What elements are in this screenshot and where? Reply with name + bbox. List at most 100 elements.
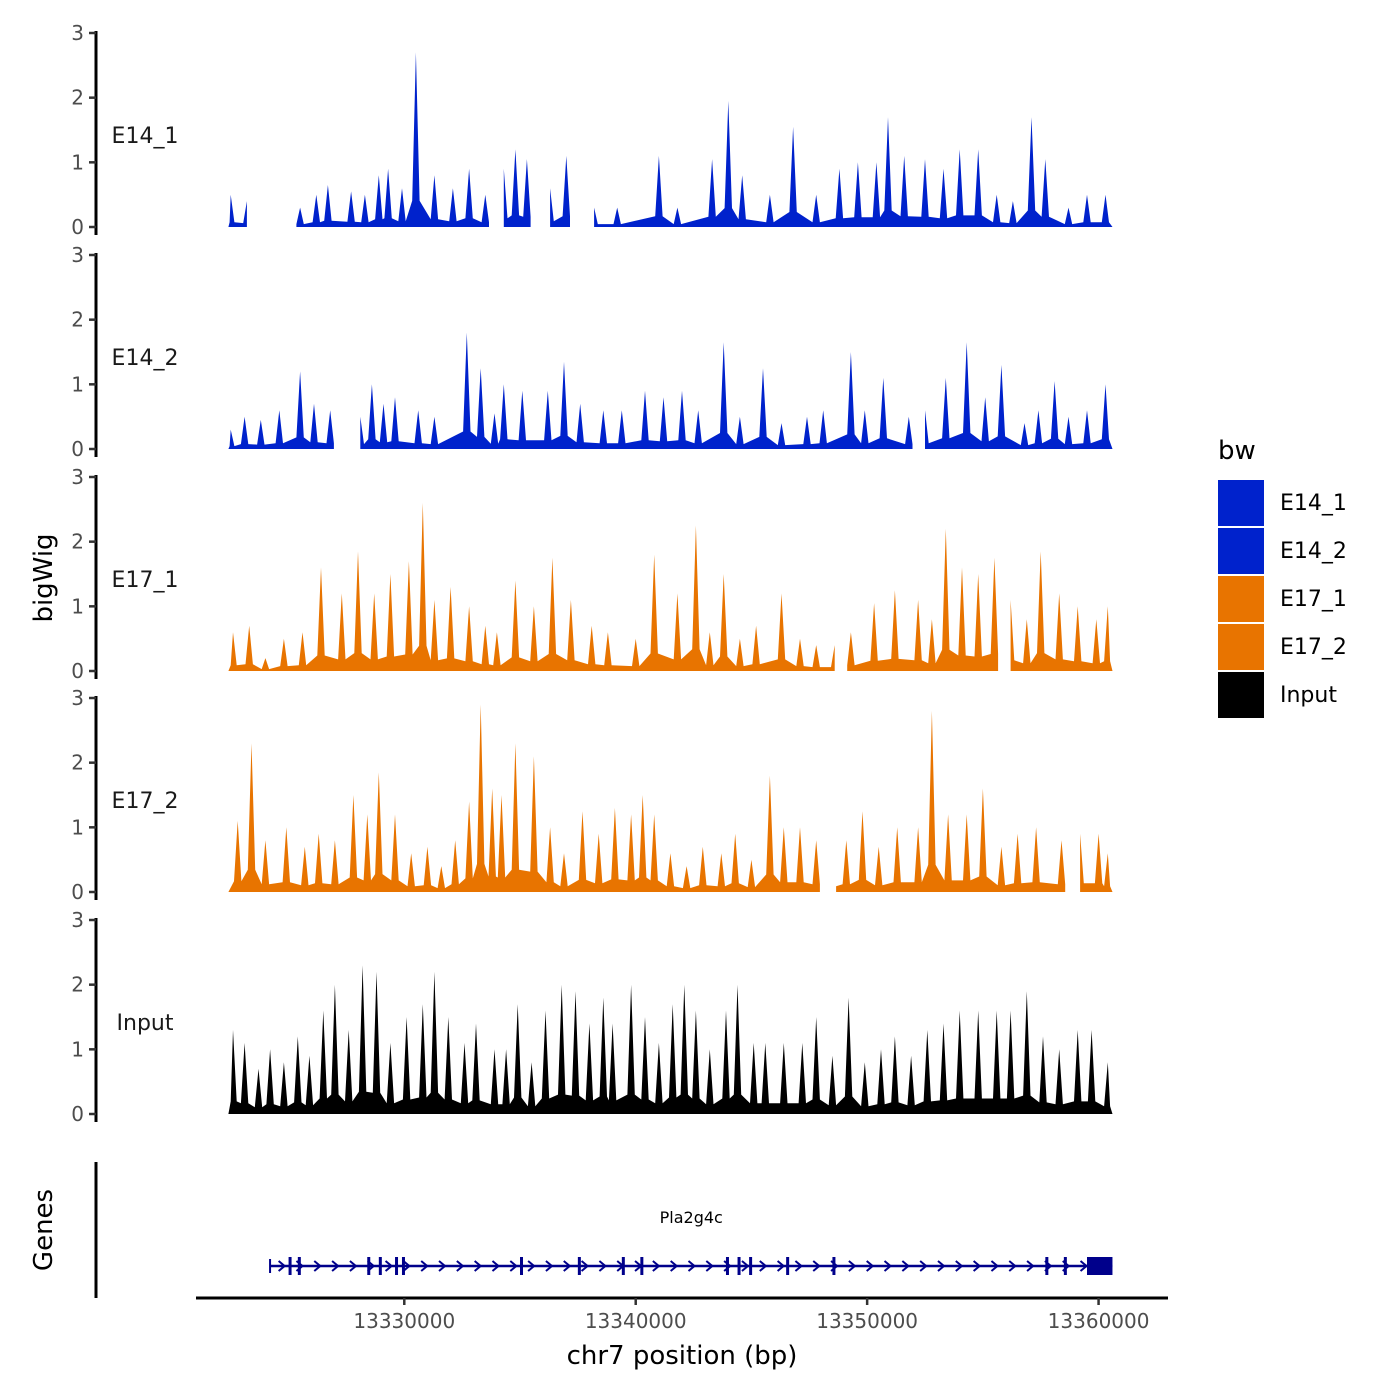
track-E17_1: 0 1 2 3 E17_1 bbox=[71, 465, 1113, 683]
x-axis: 13330000 13340000 13350000 13360000 bbox=[196, 1296, 1168, 1333]
strand-arrow-icon bbox=[509, 1260, 518, 1272]
gene-exon bbox=[621, 1257, 625, 1275]
strand-arrow-icon bbox=[313, 1260, 322, 1272]
strand-arrow-icon bbox=[955, 1260, 964, 1272]
coverage-area-E14_2 bbox=[228, 371, 334, 449]
y-tick-label: 1 bbox=[71, 372, 84, 396]
gene-exon bbox=[520, 1257, 523, 1275]
legend: bw E14_1 E14_2 E17_1 E17_2 Input bbox=[1218, 436, 1347, 718]
y-tick-label: 2 bbox=[71, 973, 84, 997]
strand-arrow-icon bbox=[349, 1260, 358, 1272]
y-tick-label: 1 bbox=[71, 1037, 84, 1061]
legend-label: E17_2 bbox=[1280, 635, 1347, 660]
legend-swatch bbox=[1218, 624, 1264, 670]
y-tick-label: 0 bbox=[71, 880, 84, 904]
strand-arrow-icon bbox=[474, 1260, 483, 1272]
strand-arrow-icon bbox=[420, 1260, 429, 1272]
bigwig-tracks: 0 1 2 3 E14_1 0 1 2 3 E14_2 0 1 2 3 E17_1 0 1 2 3 E17_2 0 1 2 3… bbox=[71, 21, 1113, 1126]
gene-exon bbox=[1063, 1257, 1067, 1275]
strand-arrow-icon bbox=[402, 1260, 411, 1272]
strand-arrow-icon bbox=[741, 1260, 750, 1272]
coverage-area-E14_1 bbox=[228, 194, 247, 227]
legend-swatch bbox=[1218, 528, 1264, 574]
gene-track: Pla2g4c bbox=[94, 1162, 1113, 1298]
gene-exon bbox=[737, 1257, 741, 1275]
strand-arrow-icon bbox=[919, 1260, 928, 1272]
y-tick-label: 0 bbox=[71, 437, 84, 461]
x-tick-label: 13350000 bbox=[816, 1309, 918, 1333]
track-label: E14_1 bbox=[112, 124, 179, 149]
legend-label: E14_2 bbox=[1280, 539, 1347, 564]
strand-arrow-icon bbox=[456, 1260, 465, 1272]
y-tick-label: 3 bbox=[71, 465, 84, 489]
gene-exon bbox=[725, 1257, 729, 1275]
legend-title: bw bbox=[1218, 436, 1256, 466]
legend-label: E14_1 bbox=[1280, 491, 1347, 516]
strand-arrow-icon bbox=[794, 1260, 803, 1272]
strand-arrow-icon bbox=[937, 1260, 946, 1272]
gene-exon bbox=[786, 1257, 790, 1275]
gene-exon bbox=[401, 1257, 405, 1275]
coverage-area-E17_1 bbox=[847, 528, 999, 671]
track-Input: 0 1 2 3 Input bbox=[71, 908, 1113, 1126]
gene-exon bbox=[749, 1257, 753, 1275]
strand-arrow-icon bbox=[972, 1260, 982, 1272]
coverage-area-E17_2 bbox=[836, 710, 1066, 892]
y-tick-label: 2 bbox=[71, 530, 84, 554]
y-tick-label: 1 bbox=[71, 815, 84, 839]
legend-swatch bbox=[1218, 480, 1264, 526]
gene-name: Pla2g4c bbox=[660, 1208, 723, 1227]
track-E14_1: 0 1 2 3 E14_1 bbox=[71, 21, 1113, 239]
track-label: Input bbox=[117, 1011, 174, 1036]
strand-arrow-icon bbox=[384, 1260, 394, 1272]
y-tick-label: 0 bbox=[71, 215, 84, 239]
y-tick-label: 1 bbox=[71, 150, 84, 174]
strand-arrow-icon bbox=[1026, 1260, 1035, 1272]
coverage-area-E17_1 bbox=[228, 502, 835, 671]
legend-swatch bbox=[1218, 576, 1264, 622]
legend-label: Input bbox=[1280, 683, 1337, 708]
gene-exon bbox=[395, 1257, 399, 1275]
coverage-area-E17_2 bbox=[1080, 833, 1113, 892]
gene-exon bbox=[640, 1257, 644, 1275]
y-tick-label: 3 bbox=[71, 21, 84, 45]
genes-axis-title: Genes bbox=[29, 1189, 59, 1271]
strand-arrow-icon bbox=[883, 1260, 893, 1272]
x-axis-title: chr7 position (bp) bbox=[567, 1341, 798, 1371]
strand-arrow-icon bbox=[670, 1260, 679, 1272]
coverage-area-E14_2 bbox=[925, 342, 1113, 449]
gene-exon bbox=[367, 1257, 371, 1275]
strand-arrow-icon bbox=[812, 1260, 821, 1272]
strand-arrow-icon bbox=[563, 1260, 572, 1272]
strand-arrow-icon bbox=[990, 1260, 999, 1272]
gene-exon bbox=[378, 1257, 382, 1275]
strand-arrow-icon bbox=[438, 1260, 447, 1272]
y-tick-label: 2 bbox=[71, 86, 84, 110]
x-tick-label: 13340000 bbox=[585, 1309, 687, 1333]
strand-arrow-icon bbox=[545, 1260, 554, 1272]
coverage-area-E14_1 bbox=[550, 155, 570, 227]
strand-arrow-icon bbox=[1079, 1260, 1089, 1272]
y-tick-label: 1 bbox=[71, 594, 84, 618]
strand-arrow-icon bbox=[866, 1260, 875, 1272]
legend-swatch bbox=[1218, 672, 1264, 718]
coverage-area-E14_1 bbox=[296, 52, 489, 228]
gene-exon bbox=[1087, 1257, 1113, 1275]
coverage-area-E14_1 bbox=[594, 100, 1113, 227]
y-tick-label: 3 bbox=[71, 243, 84, 267]
coverage-area-E14_2 bbox=[360, 332, 913, 449]
x-tick-label: 13330000 bbox=[353, 1309, 455, 1333]
y-tick-label: 0 bbox=[71, 659, 84, 683]
track-label: E14_2 bbox=[112, 346, 179, 371]
coverage-area-Input bbox=[228, 965, 1113, 1114]
strand-arrow-icon bbox=[491, 1260, 501, 1272]
track-label: E17_2 bbox=[112, 789, 179, 814]
strand-arrow-icon bbox=[687, 1260, 697, 1272]
y-tick-label: 0 bbox=[71, 1102, 84, 1126]
strand-arrow-icon bbox=[1008, 1260, 1017, 1272]
legend-label: E17_1 bbox=[1280, 587, 1347, 612]
gene-exon bbox=[577, 1257, 581, 1275]
strand-arrow-icon bbox=[848, 1260, 857, 1272]
strand-arrow-icon bbox=[277, 1260, 287, 1272]
